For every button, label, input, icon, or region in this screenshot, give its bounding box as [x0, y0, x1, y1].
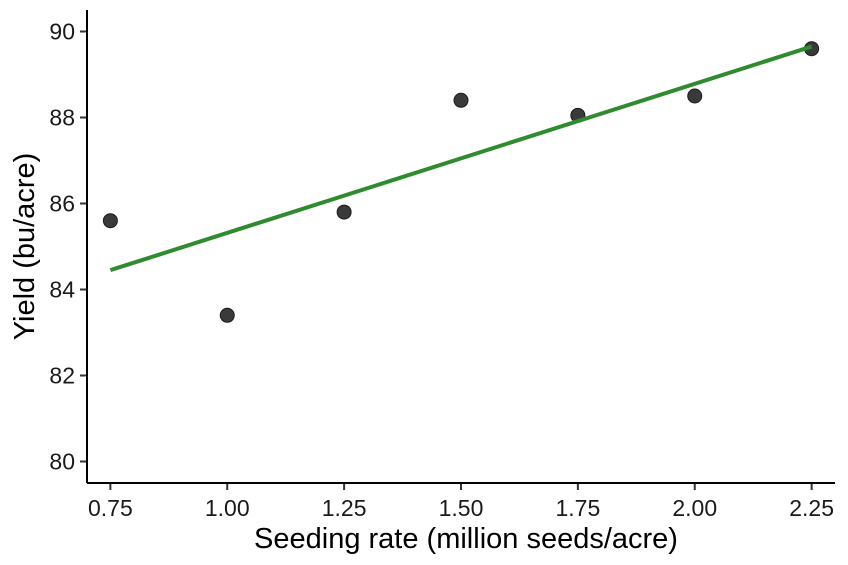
x-tick-label: 2.25 [789, 495, 834, 521]
y-tick-label: 88 [49, 105, 75, 131]
data-point [102, 213, 118, 229]
x-tick-label: 0.75 [88, 495, 133, 521]
y-axis-title: Yield (bu/acre) [9, 153, 41, 341]
x-tick-label: 1.50 [439, 495, 484, 521]
x-axis-ticks: 0.75 1.00 1.25 1.50 1.75 2.00 2.25 [88, 483, 834, 521]
data-point [219, 307, 235, 323]
x-tick-label: 2.00 [672, 495, 717, 521]
y-tick-label: 82 [49, 363, 75, 389]
x-axis-title: Seeding rate (million seeds/acre) [254, 523, 678, 555]
y-tick-label: 86 [49, 191, 75, 217]
y-axis-ticks: 80 82 84 86 88 90 [49, 19, 87, 475]
data-points [102, 41, 820, 323]
x-tick-label: 1.25 [322, 495, 367, 521]
data-point [336, 204, 352, 220]
data-point [687, 88, 703, 104]
x-tick-label: 1.00 [205, 495, 250, 521]
y-tick-label: 90 [49, 19, 75, 45]
y-tick-label: 84 [49, 277, 75, 303]
trend-line [109, 44, 813, 273]
x-tick-label: 1.75 [555, 495, 600, 521]
data-point [453, 92, 469, 108]
y-tick-label: 80 [49, 449, 75, 475]
